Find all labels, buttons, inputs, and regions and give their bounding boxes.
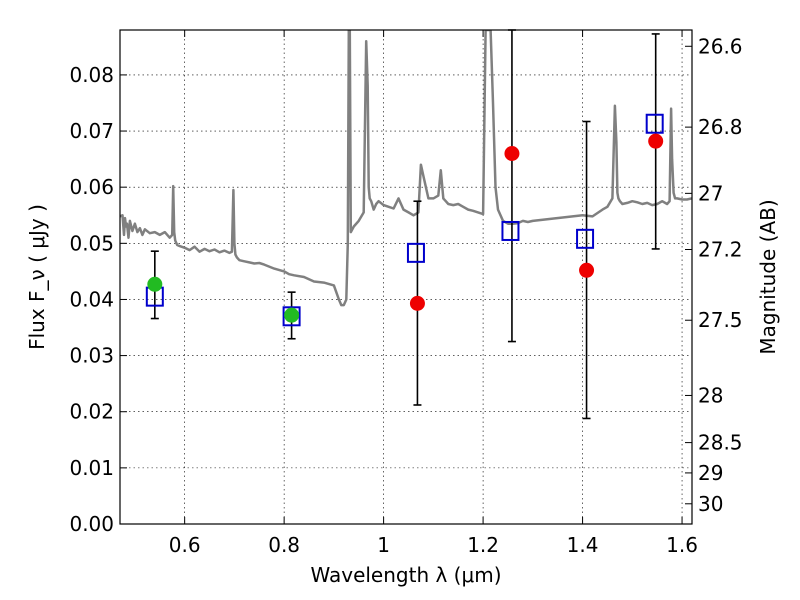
low-significance-point <box>409 295 425 311</box>
model-square-marker <box>501 220 520 241</box>
low-significance-point <box>504 146 520 161</box>
y-ticks: 0.00 0.01 0.02 0.03 0.04 0.05 0.06 0.07 0.08 <box>69 63 127 536</box>
y-tick-label: 0.05 <box>69 231 114 255</box>
x-tick-label: 1.4 <box>567 533 599 557</box>
y-tick-label: 0.06 <box>69 175 114 199</box>
right-tick-label: 27 <box>698 181 723 205</box>
detection-point <box>284 307 300 323</box>
spectrum-layer <box>120 30 692 307</box>
x-ticks: 0.6 0.8 1 1.2 1.4 1.6 <box>169 30 698 557</box>
y-tick-label: 0.01 <box>69 456 114 480</box>
x-tick-label: 1.6 <box>666 533 698 557</box>
right-tick-label: 28 <box>698 383 723 407</box>
y-axis-label: Flux F_ν ( μJy ) <box>25 204 49 350</box>
right-tick-label: 26.8 <box>698 115 743 139</box>
model-square-marker <box>645 113 664 134</box>
right-tick-label: 27.5 <box>698 308 743 332</box>
x-tick-label: 0.8 <box>268 533 300 557</box>
right-tick-label: 27.2 <box>698 237 743 261</box>
model-square-marker <box>576 228 595 249</box>
model-square-marker <box>406 242 425 263</box>
x-axis-label: Wavelength λ (μm) <box>310 563 501 587</box>
right-tick-label: 29 <box>698 461 723 485</box>
detection-point <box>147 276 163 292</box>
y-tick-label: 0.03 <box>69 344 114 368</box>
low-significance-point <box>579 262 595 278</box>
y-tick-label: 0.00 <box>69 512 114 536</box>
x-tick-label: 0.6 <box>169 533 201 557</box>
plot-frame <box>119 29 693 525</box>
y-tick-label: 0.08 <box>69 63 114 87</box>
model-square-marker <box>282 306 301 327</box>
right-tick-label: 26.6 <box>698 34 743 58</box>
grid <box>120 30 692 524</box>
y-tick-label: 0.04 <box>69 287 114 311</box>
right-axis-label: Magnitude (AB) <box>756 199 780 354</box>
right-tick-label: 28.5 <box>698 431 743 455</box>
marker-layer <box>145 113 664 327</box>
x-tick-label: 1 <box>377 533 390 557</box>
right-tick-label: 30 <box>698 492 723 516</box>
right-ticks: 26.6 26.8 27 27.2 27.5 28 28.5 29 30 <box>685 34 743 516</box>
y-tick-label: 0.07 <box>69 119 114 143</box>
y-tick-label: 0.02 <box>69 400 114 424</box>
spectrum-line <box>120 30 692 307</box>
low-significance-point <box>648 133 664 149</box>
x-tick-label: 1.2 <box>467 533 499 557</box>
